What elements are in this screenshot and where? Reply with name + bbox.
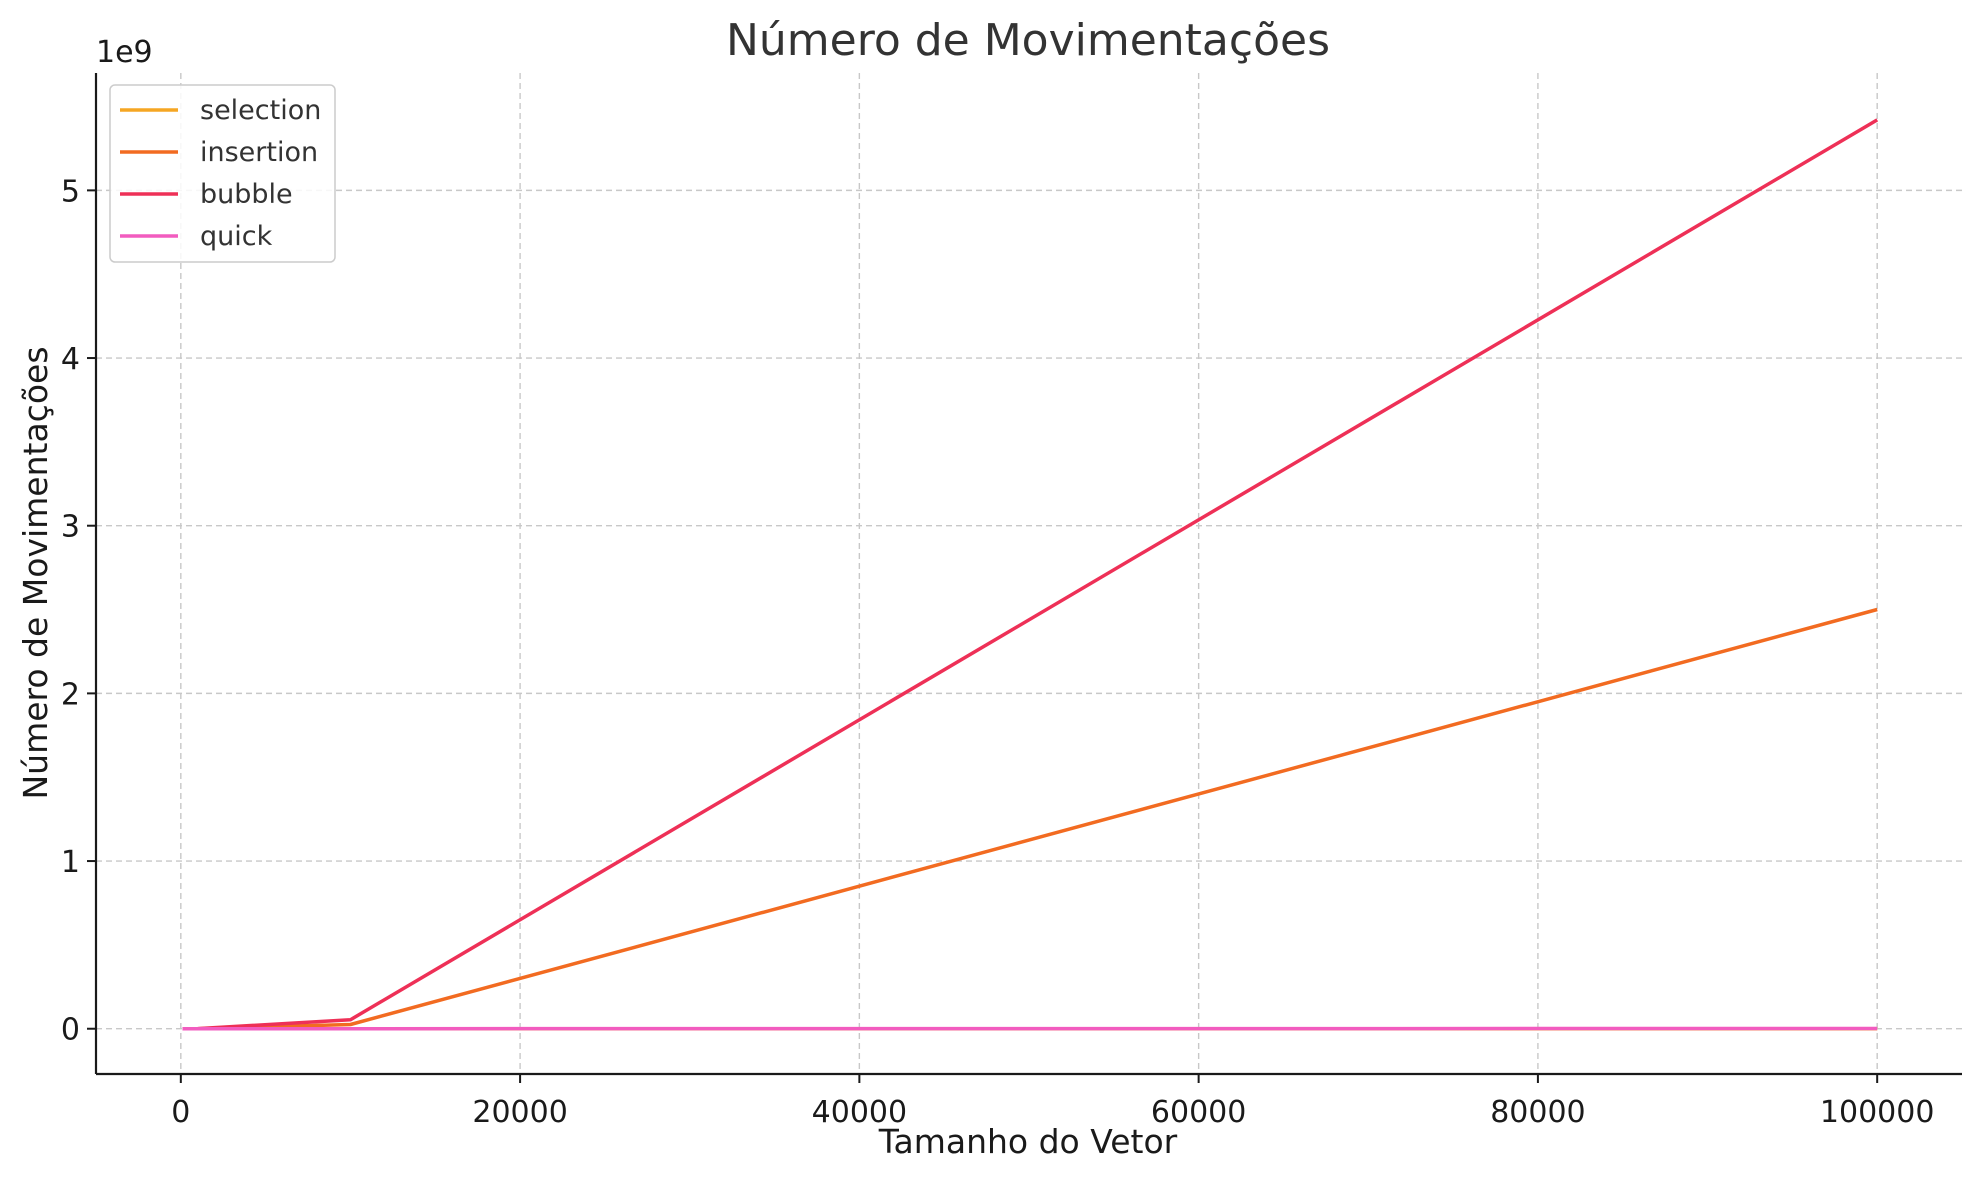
y-tick-label: 5 bbox=[61, 174, 80, 209]
ticks: 0 20000 40000 60000 80000 100000 0 1 2 3 4 5 bbox=[61, 174, 1935, 1130]
y-axis-label: Número de Movimentações bbox=[16, 346, 55, 799]
y-tick-label: 3 bbox=[61, 510, 80, 545]
series-line-insertion bbox=[182, 607, 1878, 1031]
y-tick-label: 2 bbox=[61, 677, 80, 712]
x-tick-label: 100000 bbox=[1820, 1095, 1935, 1130]
y-tick-label: 1 bbox=[61, 845, 80, 880]
legend: selection insertion bubble quick bbox=[109, 84, 336, 263]
x-tick-label: 0 bbox=[171, 1095, 190, 1130]
x-axis-label: Tamanho do Vetor bbox=[878, 1122, 1178, 1161]
legend-frame bbox=[109, 84, 336, 263]
y-tick-label: 0 bbox=[61, 1013, 80, 1048]
series-line-bubble bbox=[182, 118, 1879, 1031]
x-tick-label: 20000 bbox=[472, 1095, 567, 1130]
x-tick-label: 80000 bbox=[1490, 1095, 1585, 1130]
x-tick-label: 40000 bbox=[812, 1095, 907, 1130]
grid bbox=[96, 73, 1962, 1074]
legend-label-bubble: bubble bbox=[200, 179, 293, 210]
legend-label-quick: quick bbox=[200, 221, 273, 252]
y-offset-text: 1e9 bbox=[96, 35, 153, 70]
series-lines bbox=[182, 118, 1879, 1031]
x-tick-label: 60000 bbox=[1151, 1095, 1246, 1130]
axes bbox=[94, 73, 1962, 1076]
chart-title: Número de Movimentações bbox=[726, 15, 1330, 66]
legend-label-selection: selection bbox=[200, 95, 321, 126]
y-tick-label: 4 bbox=[61, 342, 80, 377]
legend-label-insertion: insertion bbox=[200, 137, 318, 168]
